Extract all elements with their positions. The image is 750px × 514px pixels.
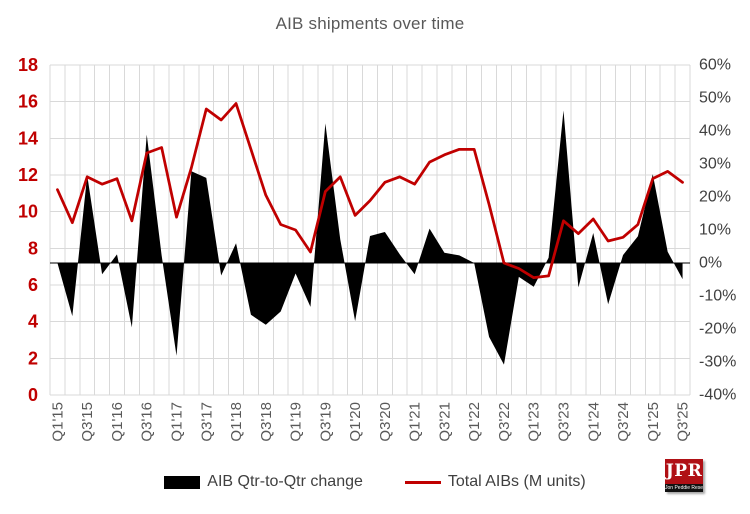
- jpr-logo: JPR Jon Peddie Research: [665, 459, 703, 492]
- jpr-logo-text: JPR: [665, 459, 703, 484]
- svg-text:Q1'17: Q1'17: [169, 402, 186, 442]
- legend-item-qoq-change: AIB Qtr-to-Qtr change: [164, 473, 363, 491]
- area-series-swatch: [164, 475, 201, 489]
- svg-text:Q3'25: Q3'25: [675, 402, 692, 442]
- svg-text:6: 6: [28, 275, 38, 295]
- svg-text:0: 0: [28, 385, 38, 405]
- svg-text:Q3'21: Q3'21: [436, 402, 453, 442]
- left-axis-labels: 0 2 4 6 8 10 12 14 16 18: [18, 55, 38, 405]
- legend-label-qoq-change: AIB Qtr-to-Qtr change: [207, 473, 363, 490]
- svg-text:50%: 50%: [699, 90, 731, 107]
- svg-text:Q1'20: Q1'20: [347, 402, 364, 442]
- svg-text:30%: 30%: [699, 156, 731, 173]
- svg-text:Q3'16: Q3'16: [139, 402, 156, 442]
- svg-text:Q1'16: Q1'16: [109, 402, 126, 442]
- svg-text:18: 18: [18, 55, 38, 75]
- line-series-swatch: [404, 480, 441, 484]
- jpr-logo-subtext: Jon Peddie Research: [665, 484, 703, 492]
- svg-text:Q3'20: Q3'20: [377, 402, 394, 442]
- svg-text:Q3'23: Q3'23: [555, 402, 572, 442]
- svg-text:8: 8: [28, 238, 38, 258]
- qoq-change-area-series: [57, 110, 683, 365]
- svg-text:Q1'22: Q1'22: [466, 402, 483, 442]
- svg-text:12: 12: [18, 165, 38, 185]
- svg-text:-40%: -40%: [699, 387, 736, 404]
- svg-text:Q1'24: Q1'24: [585, 402, 602, 442]
- x-axis-labels: Q1'15 Q3'15 Q1'16 Q3'16 Q1'17 Q3'17 Q1'18 Q3'18…: [49, 402, 691, 442]
- chart-legend: AIB Qtr-to-Qtr change Total AIBs (M unit…: [0, 473, 750, 491]
- svg-text:Q1'18: Q1'18: [228, 402, 245, 442]
- svg-text:16: 16: [18, 92, 38, 112]
- total-aibs-line-series: [56, 102, 684, 280]
- svg-text:Q3'15: Q3'15: [79, 402, 96, 442]
- svg-text:10%: 10%: [699, 222, 731, 239]
- svg-text:Q1'15: Q1'15: [49, 402, 66, 442]
- svg-text:Q3'22: Q3'22: [496, 402, 513, 442]
- svg-text:20%: 20%: [699, 189, 731, 206]
- svg-text:40%: 40%: [699, 123, 731, 140]
- right-axis-labels: 60% 50% 40% 30% 20% 10% 0% -10% -20% -30% -40%: [699, 57, 736, 404]
- svg-text:Q3'17: Q3'17: [198, 402, 215, 442]
- svg-text:14: 14: [18, 128, 38, 148]
- svg-text:0%: 0%: [699, 255, 722, 272]
- legend-item-total-aibs: Total AIBs (M units): [404, 473, 586, 491]
- svg-text:-30%: -30%: [699, 354, 736, 371]
- svg-text:4: 4: [28, 312, 38, 332]
- combo-chart: 0 2 4 6 8 10 12 14 16 18 60% 50% 40% 30% 20% 10% 0% -10% -…: [18, 55, 736, 442]
- svg-text:-20%: -20%: [699, 321, 736, 338]
- svg-text:Q1'19: Q1'19: [288, 402, 305, 442]
- svg-text:10: 10: [18, 202, 38, 222]
- svg-text:Q3'19: Q3'19: [317, 402, 334, 442]
- svg-text:Q1'25: Q1'25: [645, 402, 662, 442]
- svg-text:Q1'21: Q1'21: [407, 402, 424, 442]
- svg-text:-10%: -10%: [699, 288, 736, 305]
- svg-text:Q1'23: Q1'23: [526, 402, 543, 442]
- legend-label-total-aibs: Total AIBs (M units): [447, 473, 586, 490]
- svg-text:Q3'24: Q3'24: [615, 402, 632, 442]
- svg-text:Q3'18: Q3'18: [258, 402, 275, 442]
- svg-text:2: 2: [28, 348, 38, 368]
- svg-text:60%: 60%: [699, 57, 731, 74]
- chart-title: AIB shipments over time: [275, 14, 465, 33]
